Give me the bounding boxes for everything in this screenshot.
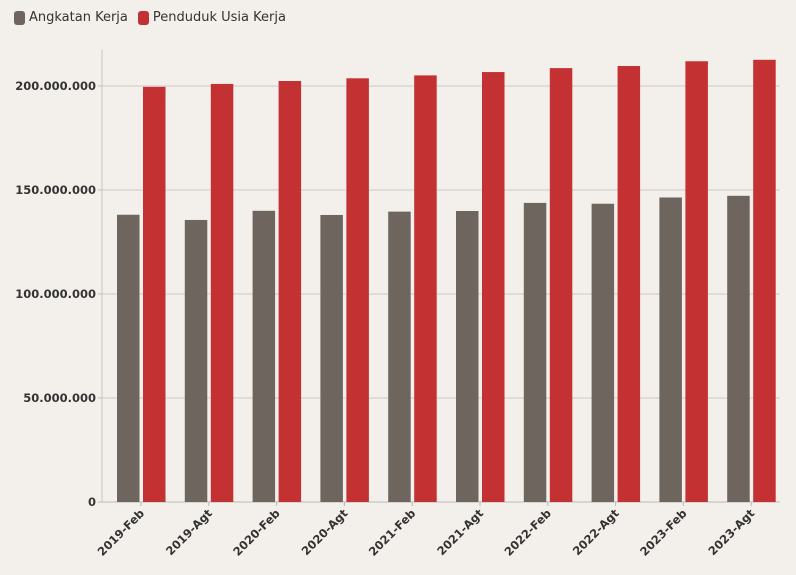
- bar-penduduk-usia-kerja: [549, 68, 573, 502]
- bar-penduduk-usia-kerja: [143, 86, 166, 502]
- y-tick-label: 200.000.000: [15, 79, 96, 93]
- legend-item-angkatan-kerja[interactable]: Angkatan Kerja: [14, 10, 128, 25]
- bar-penduduk-usia-kerja: [278, 81, 302, 503]
- bar-angkatan-kerja: [117, 214, 140, 502]
- bar-angkatan-kerja: [184, 219, 208, 502]
- bar-penduduk-usia-kerja: [414, 75, 437, 502]
- legend-label: Penduduk Usia Kerja: [152, 10, 286, 25]
- x-tick-label: 2023-Feb: [637, 506, 689, 558]
- bar-angkatan-kerja: [523, 202, 547, 502]
- y-tick-label: 150.000.000: [15, 183, 96, 197]
- bar-angkatan-kerja: [388, 211, 411, 502]
- bar-penduduk-usia-kerja: [617, 66, 641, 503]
- bar-penduduk-usia-kerja: [210, 83, 234, 503]
- bar-angkatan-kerja: [456, 211, 479, 502]
- legend-swatch: [137, 10, 149, 25]
- x-tick-label: 2020-Agt: [299, 506, 351, 558]
- bar-penduduk-usia-kerja: [685, 61, 708, 503]
- bar-angkatan-kerja: [320, 214, 343, 502]
- y-tick-label: 100.000.000: [15, 287, 96, 301]
- legend: Angkatan Kerja Penduduk Usia Kerja: [14, 10, 286, 25]
- bar-angkatan-kerja: [591, 203, 615, 502]
- y-tick-label: 50.000.000: [23, 391, 96, 405]
- bar-penduduk-usia-kerja: [753, 59, 776, 503]
- x-tick-label: 2019-Feb: [95, 506, 147, 558]
- y-tick-label: 0: [88, 495, 96, 509]
- x-tick-label: 2021-Feb: [366, 506, 418, 558]
- x-tick-label: 2020-Feb: [230, 506, 282, 558]
- x-tick-label: 2022-Agt: [570, 506, 622, 558]
- legend-swatch: [14, 10, 25, 25]
- legend-label: Angkatan Kerja: [29, 10, 128, 25]
- bar-penduduk-usia-kerja: [482, 72, 505, 503]
- x-tick-label: 2022-Feb: [501, 506, 553, 558]
- bar-angkatan-kerja: [727, 195, 750, 502]
- legend-item-penduduk-usia-kerja[interactable]: Penduduk Usia Kerja: [137, 10, 286, 25]
- bar-penduduk-usia-kerja: [346, 78, 369, 502]
- x-tick-label: 2023-Agt: [705, 506, 757, 558]
- x-tick-label: 2019-Agt: [163, 506, 215, 558]
- bar-angkatan-kerja: [252, 210, 276, 503]
- bar-angkatan-kerja: [659, 197, 682, 502]
- x-tick-label: 2021-Agt: [434, 506, 486, 558]
